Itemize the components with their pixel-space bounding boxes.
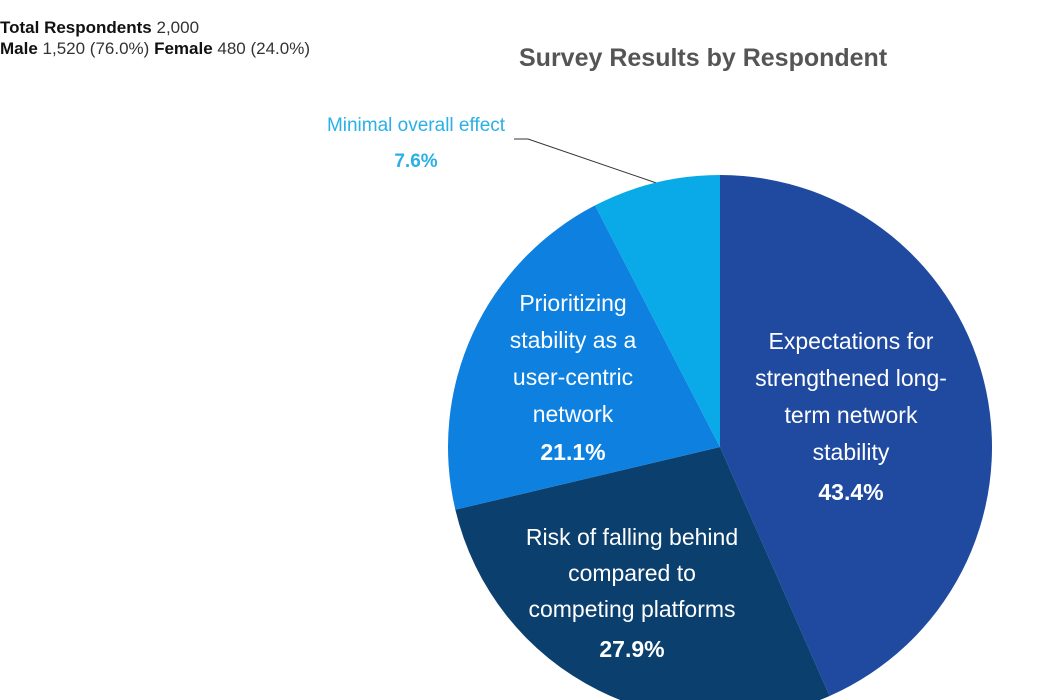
- male-label: Male: [0, 39, 38, 58]
- female-label: Female: [154, 39, 213, 58]
- slice-label: competing platforms: [528, 596, 735, 622]
- slice-label: Risk of falling behind: [526, 524, 738, 550]
- total-respondents-row: Total Respondents 2,000: [0, 17, 310, 38]
- pie-slice: [720, 175, 993, 696]
- total-respondents-value: 2,000: [156, 18, 200, 37]
- slice-value-label: 21.1%: [540, 439, 605, 465]
- slice-value-label: 27.9%: [599, 636, 664, 662]
- leader-line: [514, 138, 656, 184]
- slice-label: stability: [813, 439, 890, 465]
- gender-row: Male 1,520 (76.0%) Female 480 (24.0%): [0, 38, 310, 59]
- slice-label: stability as a: [510, 327, 637, 353]
- slice-label: term network: [785, 402, 918, 428]
- slice-label: Minimal overall effect: [327, 115, 506, 136]
- respondent-stats: Total Respondents 2,000 Male 1,520 (76.0…: [0, 17, 310, 59]
- female-value: 480 (24.0%): [217, 39, 311, 58]
- chart-title: Survey Results by Respondent: [519, 44, 888, 72]
- slice-label: Prioritizing: [519, 290, 626, 316]
- slice-label: compared to: [568, 560, 696, 586]
- slice-label: Expectations for: [769, 328, 934, 354]
- pie-slice: [447, 205, 720, 510]
- slice-label: network: [533, 401, 614, 427]
- slice-label: strengthened long-: [755, 365, 947, 391]
- male-value: 1,520 (76.0%): [42, 39, 150, 58]
- slice-value-label: 7.6%: [394, 151, 437, 172]
- slice-value-label: 43.4%: [818, 479, 883, 505]
- slice-label: user-centric: [513, 364, 633, 390]
- pie-slice: [594, 175, 720, 447]
- pie-slice: [455, 447, 830, 700]
- total-respondents-label: Total Respondents: [0, 18, 152, 37]
